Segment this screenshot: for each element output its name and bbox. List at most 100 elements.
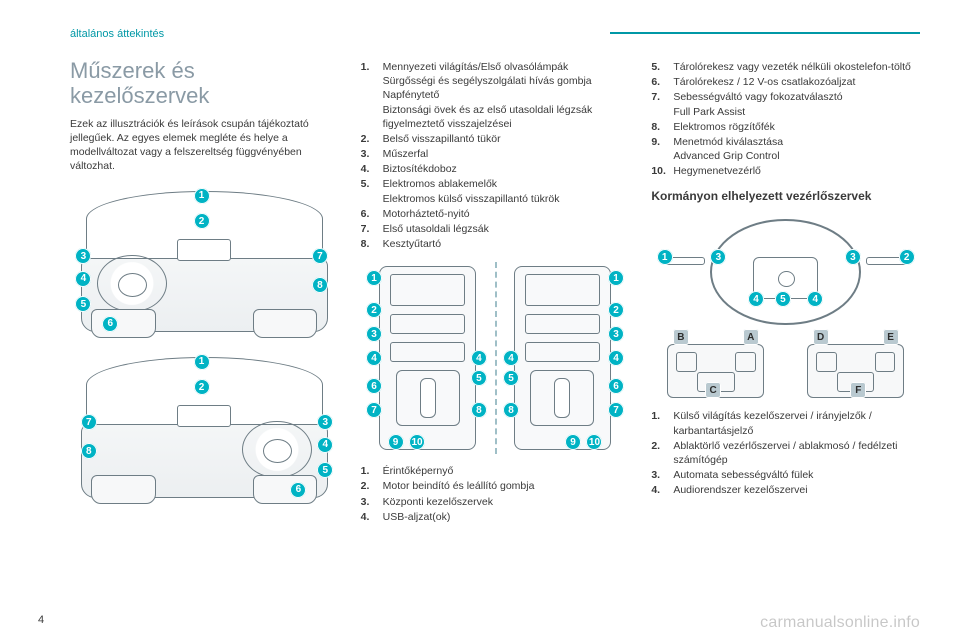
list-item: 1.Mennyezeti világítás/Első olvasólámpák… — [361, 60, 630, 131]
list-item-text: Belső visszapillantó tükör — [383, 132, 630, 146]
list-item-line: Motorháztető-nyitó — [383, 207, 630, 221]
list-item-text: Műszerfal — [383, 147, 630, 161]
list-item: 6.Tárolórekesz / 12 V-os csatlakozóaljza… — [651, 75, 920, 89]
list-item-text: Központi kezelőszervek — [383, 495, 630, 509]
callout-9: 9 — [388, 434, 404, 450]
callout-2: 2 — [194, 379, 210, 395]
list-item-number: 1. — [361, 60, 383, 131]
list-item-line: Menetmód kiválasztása — [673, 135, 920, 149]
list-item: 5.Elektromos ablakemelőkElektromos külső… — [361, 177, 630, 205]
list-item: 3.Automata sebességváltó fülek — [651, 468, 920, 482]
list-item-line: Hegymenetvezérlő — [673, 164, 920, 178]
list-item-line: Első utasoldali légzsák — [383, 222, 630, 236]
list-item-number: 4. — [361, 510, 383, 524]
list-item: 2.Belső visszapillantó tükör — [361, 132, 630, 146]
list-item-text: Külső világítás kezelőszervei / irányjel… — [673, 409, 920, 437]
callout-A: A — [743, 329, 759, 345]
column-3: 5.Tárolórekesz vagy vezeték nélküli okos… — [651, 28, 920, 525]
list-item-line: Sürgősségi és segélyszolgálati hívás gom… — [383, 74, 630, 88]
list-col3-b: 1.Külső világítás kezelőszervei / irányj… — [651, 409, 920, 498]
callout-1: 1 — [194, 354, 210, 370]
list-item-line: Elektromos rögzítőfék — [673, 120, 920, 134]
list-item: 3.Műszerfal — [361, 147, 630, 161]
list-item-line: Ablaktörlő vezérlőszervei / ablakmosó / … — [673, 439, 920, 467]
section-label: általános áttekintés — [70, 28, 164, 40]
callout-2: 2 — [899, 249, 915, 265]
list-item: 6.Motorháztető-nyitó — [361, 207, 630, 221]
list-item-number: 8. — [361, 237, 383, 251]
list-item-line: Kesztyűtartó — [383, 237, 630, 251]
list-item: 10.Hegymenetvezérlő — [651, 164, 920, 178]
list-item-number: 3. — [651, 468, 673, 482]
callout-F: F — [850, 382, 866, 398]
callout-C: C — [705, 382, 721, 398]
callout-1: 1 — [194, 188, 210, 204]
list-item-line: Biztonsági övek és az első utasoldali lé… — [383, 103, 630, 131]
list-item-number: 2. — [361, 479, 383, 493]
list-item: 9.Menetmód kiválasztásaAdvanced Grip Con… — [651, 135, 920, 163]
list-item-number: 5. — [651, 60, 673, 74]
list-item: 5.Tárolórekesz vagy vezeték nélküli okos… — [651, 60, 920, 74]
watermark: carmanualsonline.info — [760, 614, 920, 632]
list-item-line: Biztosítékdoboz — [383, 162, 630, 176]
list-item-line: Érintőképernyő — [383, 464, 630, 478]
list-item: 3.Központi kezelőszervek — [361, 495, 630, 509]
list-item-number: 2. — [651, 439, 673, 467]
list-item-text: Motorháztető-nyitó — [383, 207, 630, 221]
list-item: 4.USB-aljzat(ok) — [361, 510, 630, 524]
list-item-line: Audiorendszer kezelőszervei — [673, 483, 920, 497]
diagram-steering-wheel: 1 2 3 3 4 5 4 A B C D E F — [651, 211, 920, 401]
list-item-text: Biztosítékdoboz — [383, 162, 630, 176]
column-2: 1.Mennyezeti világítás/Első olvasólámpák… — [361, 28, 630, 525]
list-item-line: USB-aljzat(ok) — [383, 510, 630, 524]
list-item-text: Ablaktörlő vezérlőszervei / ablakmosó / … — [673, 439, 920, 467]
list-item-line: Külső világítás kezelőszervei / irányjel… — [673, 409, 920, 437]
callout-6: 6 — [102, 316, 118, 332]
list-item: 8.Elektromos rögzítőfék — [651, 120, 920, 134]
column-1: Műszerek és kezelőszervek Ezek az illusz… — [70, 28, 339, 525]
list-item-text: Elektromos rögzítőfék — [673, 120, 920, 134]
list-item-line: Motor beindító és leállító gombja — [383, 479, 630, 493]
list-item-text: Mennyezeti világítás/Első olvasólámpákSü… — [383, 60, 630, 131]
list-item-text: Kesztyűtartó — [383, 237, 630, 251]
list-item-text: Érintőképernyő — [383, 464, 630, 478]
list-item-number: 6. — [651, 75, 673, 89]
subheading-steering: Kormányon elhelyezett vezérlőszervek — [651, 189, 920, 203]
page-title: Műszerek és kezelőszervek — [70, 58, 339, 109]
intro-text: Ezek az illusztrációk és leírások csupán… — [70, 117, 339, 174]
list-item-number: 4. — [361, 162, 383, 176]
callout-8: 8 — [81, 443, 97, 459]
list-item-number: 6. — [361, 207, 383, 221]
page-number: 4 — [38, 614, 44, 626]
diagram-center-console: 1 2 3 4 4 5 6 7 8 9 10 1 2 3 4 4 5 6 — [361, 258, 630, 458]
list-item-line: Advanced Grip Control — [673, 149, 920, 163]
list-item-line: Elektromos ablakemelők — [383, 177, 630, 191]
list-item-text: Motor beindító és leállító gombja — [383, 479, 630, 493]
page-body: Műszerek és kezelőszervek Ezek az illusz… — [0, 0, 960, 525]
list-item-number: 5. — [361, 177, 383, 205]
list-item-line: Mennyezeti világítás/Első olvasólámpák — [383, 60, 630, 74]
list-item: 7.Első utasoldali légzsák — [361, 222, 630, 236]
list-item: 4.Audiorendszer kezelőszervei — [651, 483, 920, 497]
list-item: 2.Motor beindító és leállító gombja — [361, 479, 630, 493]
list-item-number: 10. — [651, 164, 673, 178]
list-item-number: 4. — [651, 483, 673, 497]
list-item: 1.Érintőképernyő — [361, 464, 630, 478]
list-col2-a: 1.Mennyezeti világítás/Első olvasólámpák… — [361, 60, 630, 252]
list-item-line: Tárolórekesz / 12 V-os csatlakozóaljzat — [673, 75, 920, 89]
list-item-line: Belső visszapillantó tükör — [383, 132, 630, 146]
callout-2: 2 — [194, 213, 210, 229]
list-item-line: Műszerfal — [383, 147, 630, 161]
top-rule — [610, 32, 920, 34]
list-item-number: 7. — [651, 90, 673, 118]
list-item-number: 8. — [651, 120, 673, 134]
list-item-number: 3. — [361, 147, 383, 161]
list-item-line: Elektromos külső visszapillantó tükrök — [383, 192, 630, 206]
callout-D: D — [813, 329, 829, 345]
list-item-text: Első utasoldali légzsák — [383, 222, 630, 236]
list-item-line: Automata sebességváltó fülek — [673, 468, 920, 482]
diagram-dashboard-lhd: 1 2 3 4 5 6 7 8 — [70, 181, 339, 341]
list-item-text: Hegymenetvezérlő — [673, 164, 920, 178]
list-item: 8.Kesztyűtartó — [361, 237, 630, 251]
list-item-text: Sebességváltó vagy fokozatválasztóFull P… — [673, 90, 920, 118]
